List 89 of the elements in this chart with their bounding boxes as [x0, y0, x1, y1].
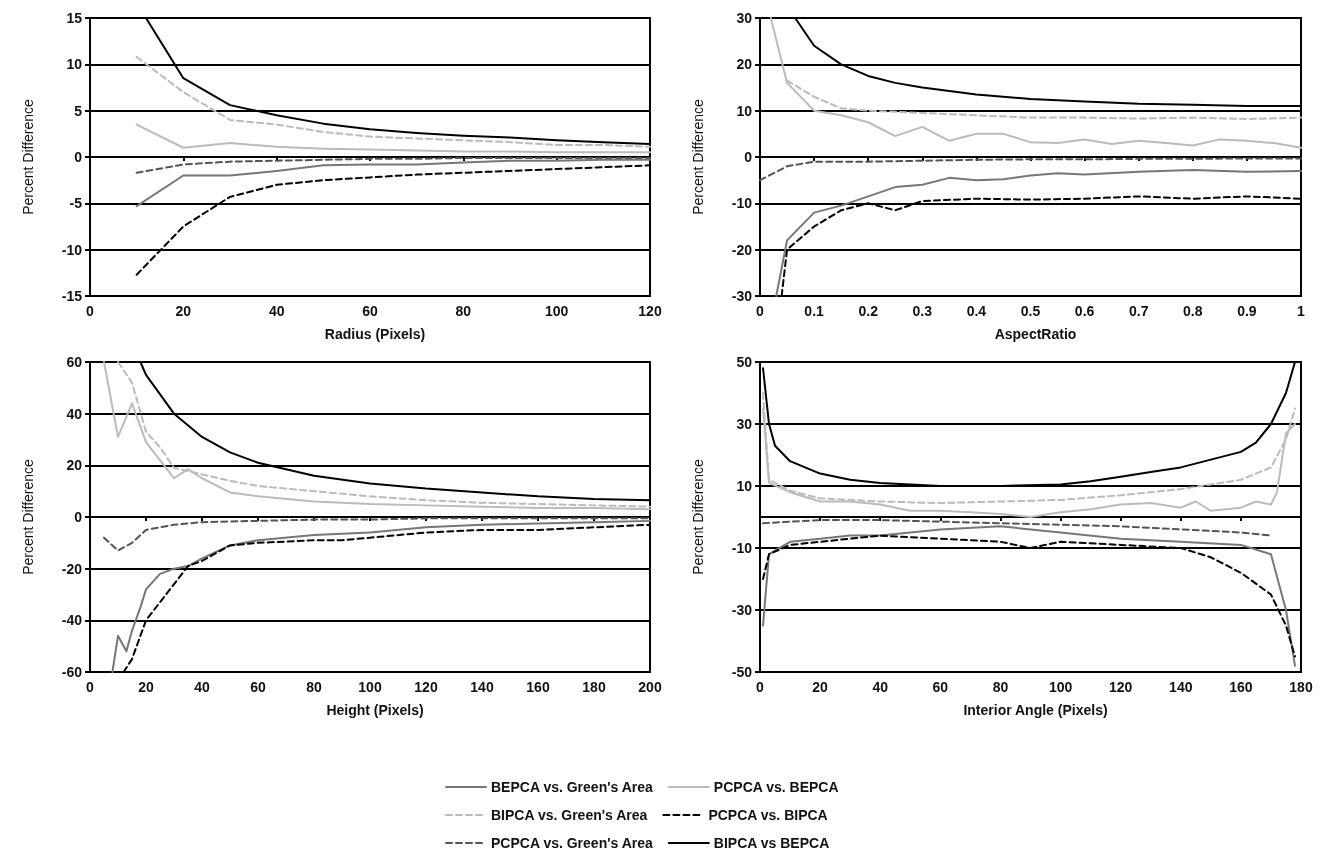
- x-tick-label: 180: [1289, 679, 1313, 695]
- x-axis-title: Radius (Pixels): [324, 326, 426, 342]
- y-tick-label: 0: [744, 149, 753, 165]
- x-tick-label: 40: [872, 679, 889, 695]
- y-tick-label: 30: [736, 416, 753, 432]
- x-tick-label: 60: [362, 303, 378, 319]
- y-tick-label: 30: [736, 10, 753, 26]
- x-tick-label: 0.7: [1128, 303, 1149, 319]
- y-axis-title: Percent Difference: [690, 98, 706, 215]
- x-tick-label: 60: [250, 679, 266, 695]
- x-tick-label: 0.1: [804, 303, 825, 319]
- line-series: [759, 157, 1302, 182]
- x-tick-label: 120: [1108, 679, 1133, 695]
- x-tick-label: 0.6: [1074, 303, 1095, 319]
- legend-label: PCPCA vs. Green's Area: [491, 835, 654, 851]
- x-tick-label: 140: [1169, 679, 1193, 695]
- legend-label: PCPCA vs. BIPCA: [708, 807, 828, 823]
- y-tick-label: 10: [736, 478, 753, 494]
- y-tick-label: -10: [731, 540, 753, 556]
- y-tick-label: 20: [66, 457, 83, 474]
- x-axis-title: AspectRatio: [994, 326, 1077, 342]
- y-tick-label: -40: [61, 612, 83, 629]
- x-tick-label: 80: [455, 303, 472, 319]
- y-tick-label: 0: [74, 509, 83, 525]
- x-tick-label: 120: [414, 679, 438, 695]
- y-tick-label: -50: [731, 664, 753, 680]
- y-tick-label: -60: [61, 664, 83, 680]
- x-tick-label: 200: [638, 679, 662, 695]
- x-tick-label: 180: [582, 679, 606, 695]
- y-tick-label: -10: [731, 195, 753, 212]
- legend-label: BEPCA vs. Green's Area: [491, 779, 654, 795]
- x-tick-label: 20: [138, 679, 154, 695]
- line-series: [775, 168, 1302, 297]
- line-series: [769, 17, 1302, 149]
- x-tick-label: 40: [194, 679, 210, 695]
- x-tick-label: 0.8: [1183, 303, 1203, 319]
- x-tick-label: 1: [1297, 303, 1306, 319]
- y-tick-label: 0: [74, 149, 83, 165]
- y-axis-title: Percent Difference: [20, 98, 36, 215]
- x-tick-label: 0: [756, 303, 765, 319]
- x-tick-label: 0.4: [966, 303, 987, 319]
- x-tick-label: 80: [306, 679, 322, 695]
- line-series: [135, 123, 651, 154]
- x-tick-label: 0: [756, 679, 765, 695]
- y-tick-label: 15: [66, 10, 83, 26]
- x-tick-label: 140: [470, 679, 494, 695]
- x-tick-label: 80: [992, 679, 1009, 695]
- x-tick-label: 0.5: [1020, 303, 1041, 319]
- y-tick-label: -20: [61, 560, 83, 577]
- x-tick-label: 160: [526, 679, 550, 695]
- x-tick-label: 40: [268, 303, 285, 319]
- line-series: [103, 517, 651, 552]
- y-axis-title: Percent Difference: [690, 458, 706, 575]
- legend-label: BIPCA vs. Green's Area: [491, 807, 648, 823]
- y-tick-label: 20: [736, 56, 753, 73]
- line-series: [135, 55, 651, 148]
- y-tick-label: -30: [731, 602, 753, 618]
- line-series: [135, 158, 651, 208]
- x-axis-title: Interior Angle (Pixels): [963, 702, 1108, 718]
- y-axis-title: Percent Difference: [20, 458, 36, 575]
- y-tick-label: -10: [61, 241, 83, 258]
- x-tick-label: 100: [1048, 679, 1073, 695]
- y-tick-label: 40: [66, 405, 83, 422]
- y-tick-label: -15: [61, 288, 83, 304]
- y-tick-label: 10: [66, 56, 83, 73]
- y-tick-label: 5: [74, 102, 83, 119]
- line-series: [135, 156, 651, 174]
- y-tick-label: -20: [731, 241, 753, 258]
- x-tick-label: 0.2: [858, 303, 879, 319]
- y-tick-label: 50: [736, 354, 753, 370]
- x-tick-label: 0: [86, 303, 95, 319]
- x-tick-label: 0.3: [912, 303, 933, 319]
- y-tick-label: 60: [66, 354, 83, 370]
- y-tick-label: 10: [736, 102, 753, 119]
- x-tick-label: 160: [1229, 679, 1253, 695]
- x-tick-label: 0.9: [1237, 303, 1257, 319]
- legend-label: PCPCA vs. BEPCA: [713, 779, 839, 795]
- x-tick-label: 60: [932, 679, 949, 695]
- y-tick-label: -30: [731, 288, 753, 304]
- x-tick-label: 100: [358, 679, 382, 695]
- x-tick-label: 0: [86, 679, 95, 695]
- legend-label: BIPCA vs BEPCA: [713, 835, 830, 851]
- x-axis-title: Height (Pixels): [326, 702, 424, 718]
- x-tick-label: 100: [544, 303, 569, 319]
- line-series: [762, 519, 1272, 537]
- x-tick-label: 20: [175, 303, 192, 319]
- y-tick-label: -5: [69, 195, 83, 212]
- x-tick-label: 20: [812, 679, 829, 695]
- x-tick-label: 120: [638, 303, 662, 319]
